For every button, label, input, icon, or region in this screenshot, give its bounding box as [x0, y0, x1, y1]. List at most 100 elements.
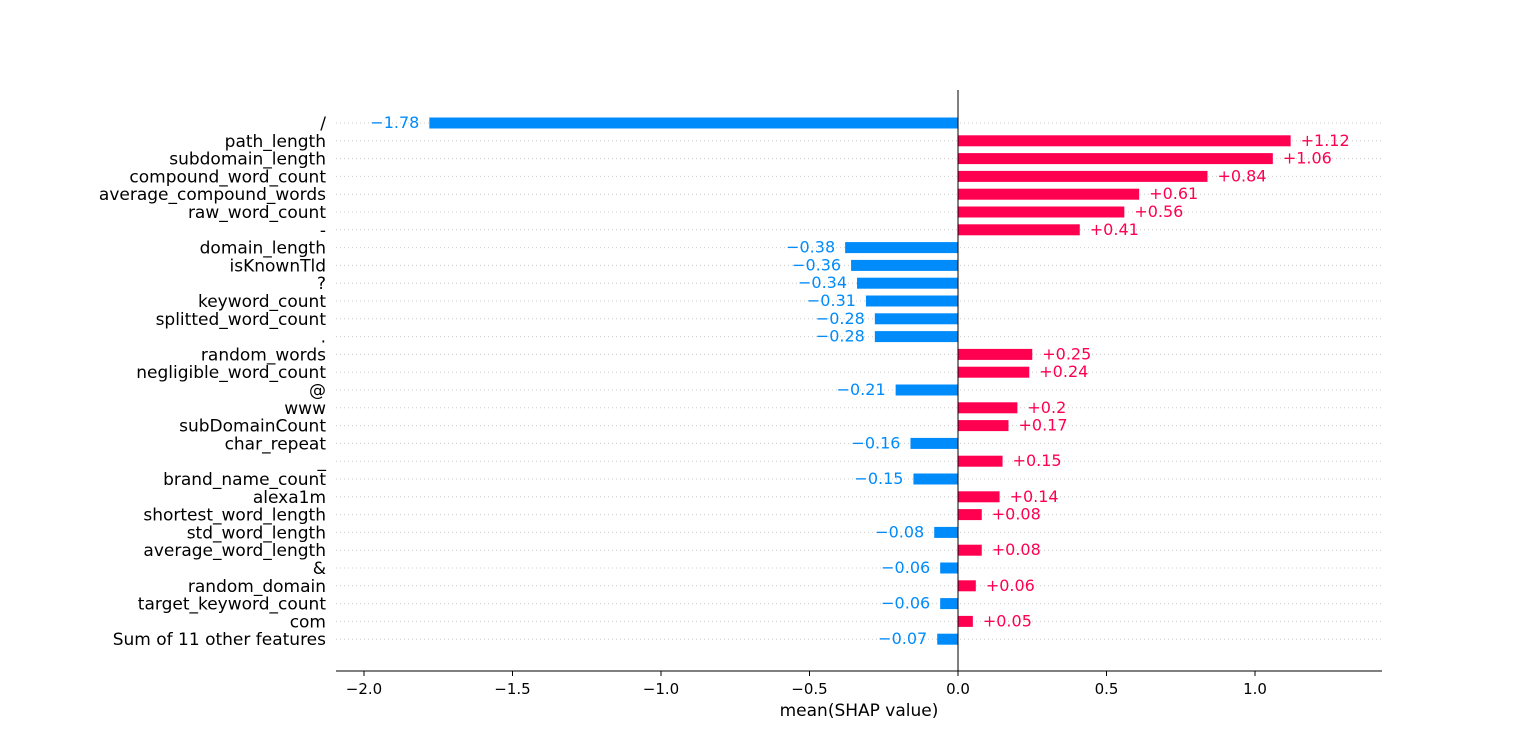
bar: [958, 580, 976, 592]
feature-label: ?: [317, 274, 326, 294]
feature-label: compound_word_count: [129, 167, 326, 187]
value-label: +0.05: [983, 611, 1032, 630]
value-label: −0.07: [878, 629, 927, 648]
feature-label: @: [309, 381, 326, 401]
bar: [958, 615, 973, 627]
bar: [958, 491, 1000, 503]
value-labels: −1.78 +1.12+1.06 +0.84 +0.61+0.56+0.41 −0.38…: [370, 113, 1349, 648]
bar: [958, 420, 1009, 432]
bar: [958, 206, 1125, 218]
value-label: −0.06: [881, 558, 930, 577]
value-label: +0.41: [1090, 220, 1139, 239]
bar: [910, 437, 958, 449]
feature-label: char_repeat: [225, 434, 327, 454]
bar: [958, 224, 1080, 236]
value-label: +0.15: [1013, 451, 1062, 470]
feature-label: .: [321, 328, 326, 348]
feature-label: std_word_length: [187, 523, 326, 543]
feature-label: splitted_word_count: [156, 310, 327, 330]
feature-label: /: [320, 114, 326, 134]
x-tick-label: −0.5: [791, 680, 827, 698]
value-label: −0.15: [854, 469, 903, 488]
feature-label: Sum of 11 other features: [113, 630, 326, 650]
bar: [958, 402, 1018, 414]
value-label: +0.84: [1217, 166, 1266, 185]
feature-label: subdomain_length: [169, 150, 326, 170]
x-axis-label: mean(SHAP value): [780, 701, 939, 721]
feature-label: www: [284, 399, 326, 419]
bar: [913, 473, 958, 485]
feature-label: isKnownTld: [230, 256, 326, 276]
bars: [429, 117, 1291, 645]
value-label: −0.16: [851, 433, 900, 452]
value-label: +0.17: [1018, 416, 1067, 435]
feature-label: keyword_count: [198, 292, 326, 312]
feature-label: negligible_word_count: [136, 363, 326, 383]
feature-label: alexa1m: [253, 488, 326, 508]
value-label: +0.08: [992, 540, 1041, 559]
bar: [429, 117, 959, 129]
value-label: −0.38: [786, 238, 835, 257]
feature-label: subDomainCount: [179, 417, 326, 437]
value-label: −0.31: [807, 291, 856, 310]
value-label: −0.36: [792, 255, 841, 274]
bar: [845, 242, 958, 254]
feature-label: domain_length: [200, 239, 326, 259]
bar: [934, 526, 958, 538]
bar: [940, 598, 958, 610]
bar: [940, 562, 958, 574]
x-tick-label: −2.0: [346, 680, 382, 698]
bar: [874, 313, 958, 325]
value-label: −0.08: [875, 522, 924, 541]
feature-label: raw_word_count: [188, 203, 326, 223]
feature-label: target_keyword_count: [138, 595, 327, 615]
bar: [865, 295, 958, 307]
value-label: −0.21: [837, 380, 886, 399]
value-label: −0.06: [881, 594, 930, 613]
bar: [851, 259, 958, 271]
feature-label: random_domain: [188, 577, 326, 597]
value-label: +0.2: [1027, 398, 1066, 417]
feature-label: average_word_length: [143, 541, 326, 561]
value-label: +0.14: [1010, 487, 1059, 506]
bar: [958, 135, 1291, 147]
feature-label: random_words: [201, 345, 326, 365]
value-label: +0.61: [1149, 184, 1198, 203]
value-label: +1.06: [1283, 149, 1332, 168]
bar: [857, 277, 958, 289]
bar: [895, 384, 958, 396]
feature-label: com: [290, 612, 326, 632]
x-tick-label: −1.0: [643, 680, 679, 698]
x-tick-label: 0.0: [946, 680, 970, 698]
value-label: −1.78: [370, 113, 419, 132]
bar: [958, 366, 1030, 378]
x-axis: −2.0 −1.5 −1.0 −0.5 0.0 0.5 1.0: [336, 670, 1382, 698]
value-label: +0.06: [986, 576, 1035, 595]
value-label: +0.25: [1042, 344, 1091, 363]
feature-label: &: [313, 559, 326, 579]
value-label: +0.08: [992, 505, 1041, 524]
value-label: −0.28: [816, 309, 865, 328]
x-tick-label: −1.5: [494, 680, 530, 698]
feature-label: average_compound_words: [99, 185, 326, 205]
bar: [958, 509, 982, 521]
value-label: +0.24: [1039, 362, 1088, 381]
feature-label: path_length: [225, 132, 326, 152]
bar: [958, 153, 1273, 165]
bar: [958, 455, 1003, 467]
bar: [958, 170, 1208, 182]
feature-label: shortest_word_length: [143, 506, 326, 526]
x-tick-label: 1.0: [1243, 680, 1267, 698]
x-tick-label: 0.5: [1095, 680, 1119, 698]
bar: [958, 348, 1033, 360]
value-label: −0.28: [816, 327, 865, 346]
value-label: +1.12: [1301, 131, 1350, 150]
bar: [937, 633, 958, 645]
feature-label: -: [320, 221, 326, 241]
value-label: +0.56: [1134, 202, 1183, 221]
value-label: −0.34: [798, 273, 847, 292]
bar: [958, 188, 1140, 200]
feature-label: brand_name_count: [163, 470, 326, 490]
feature-label: _: [317, 452, 327, 472]
